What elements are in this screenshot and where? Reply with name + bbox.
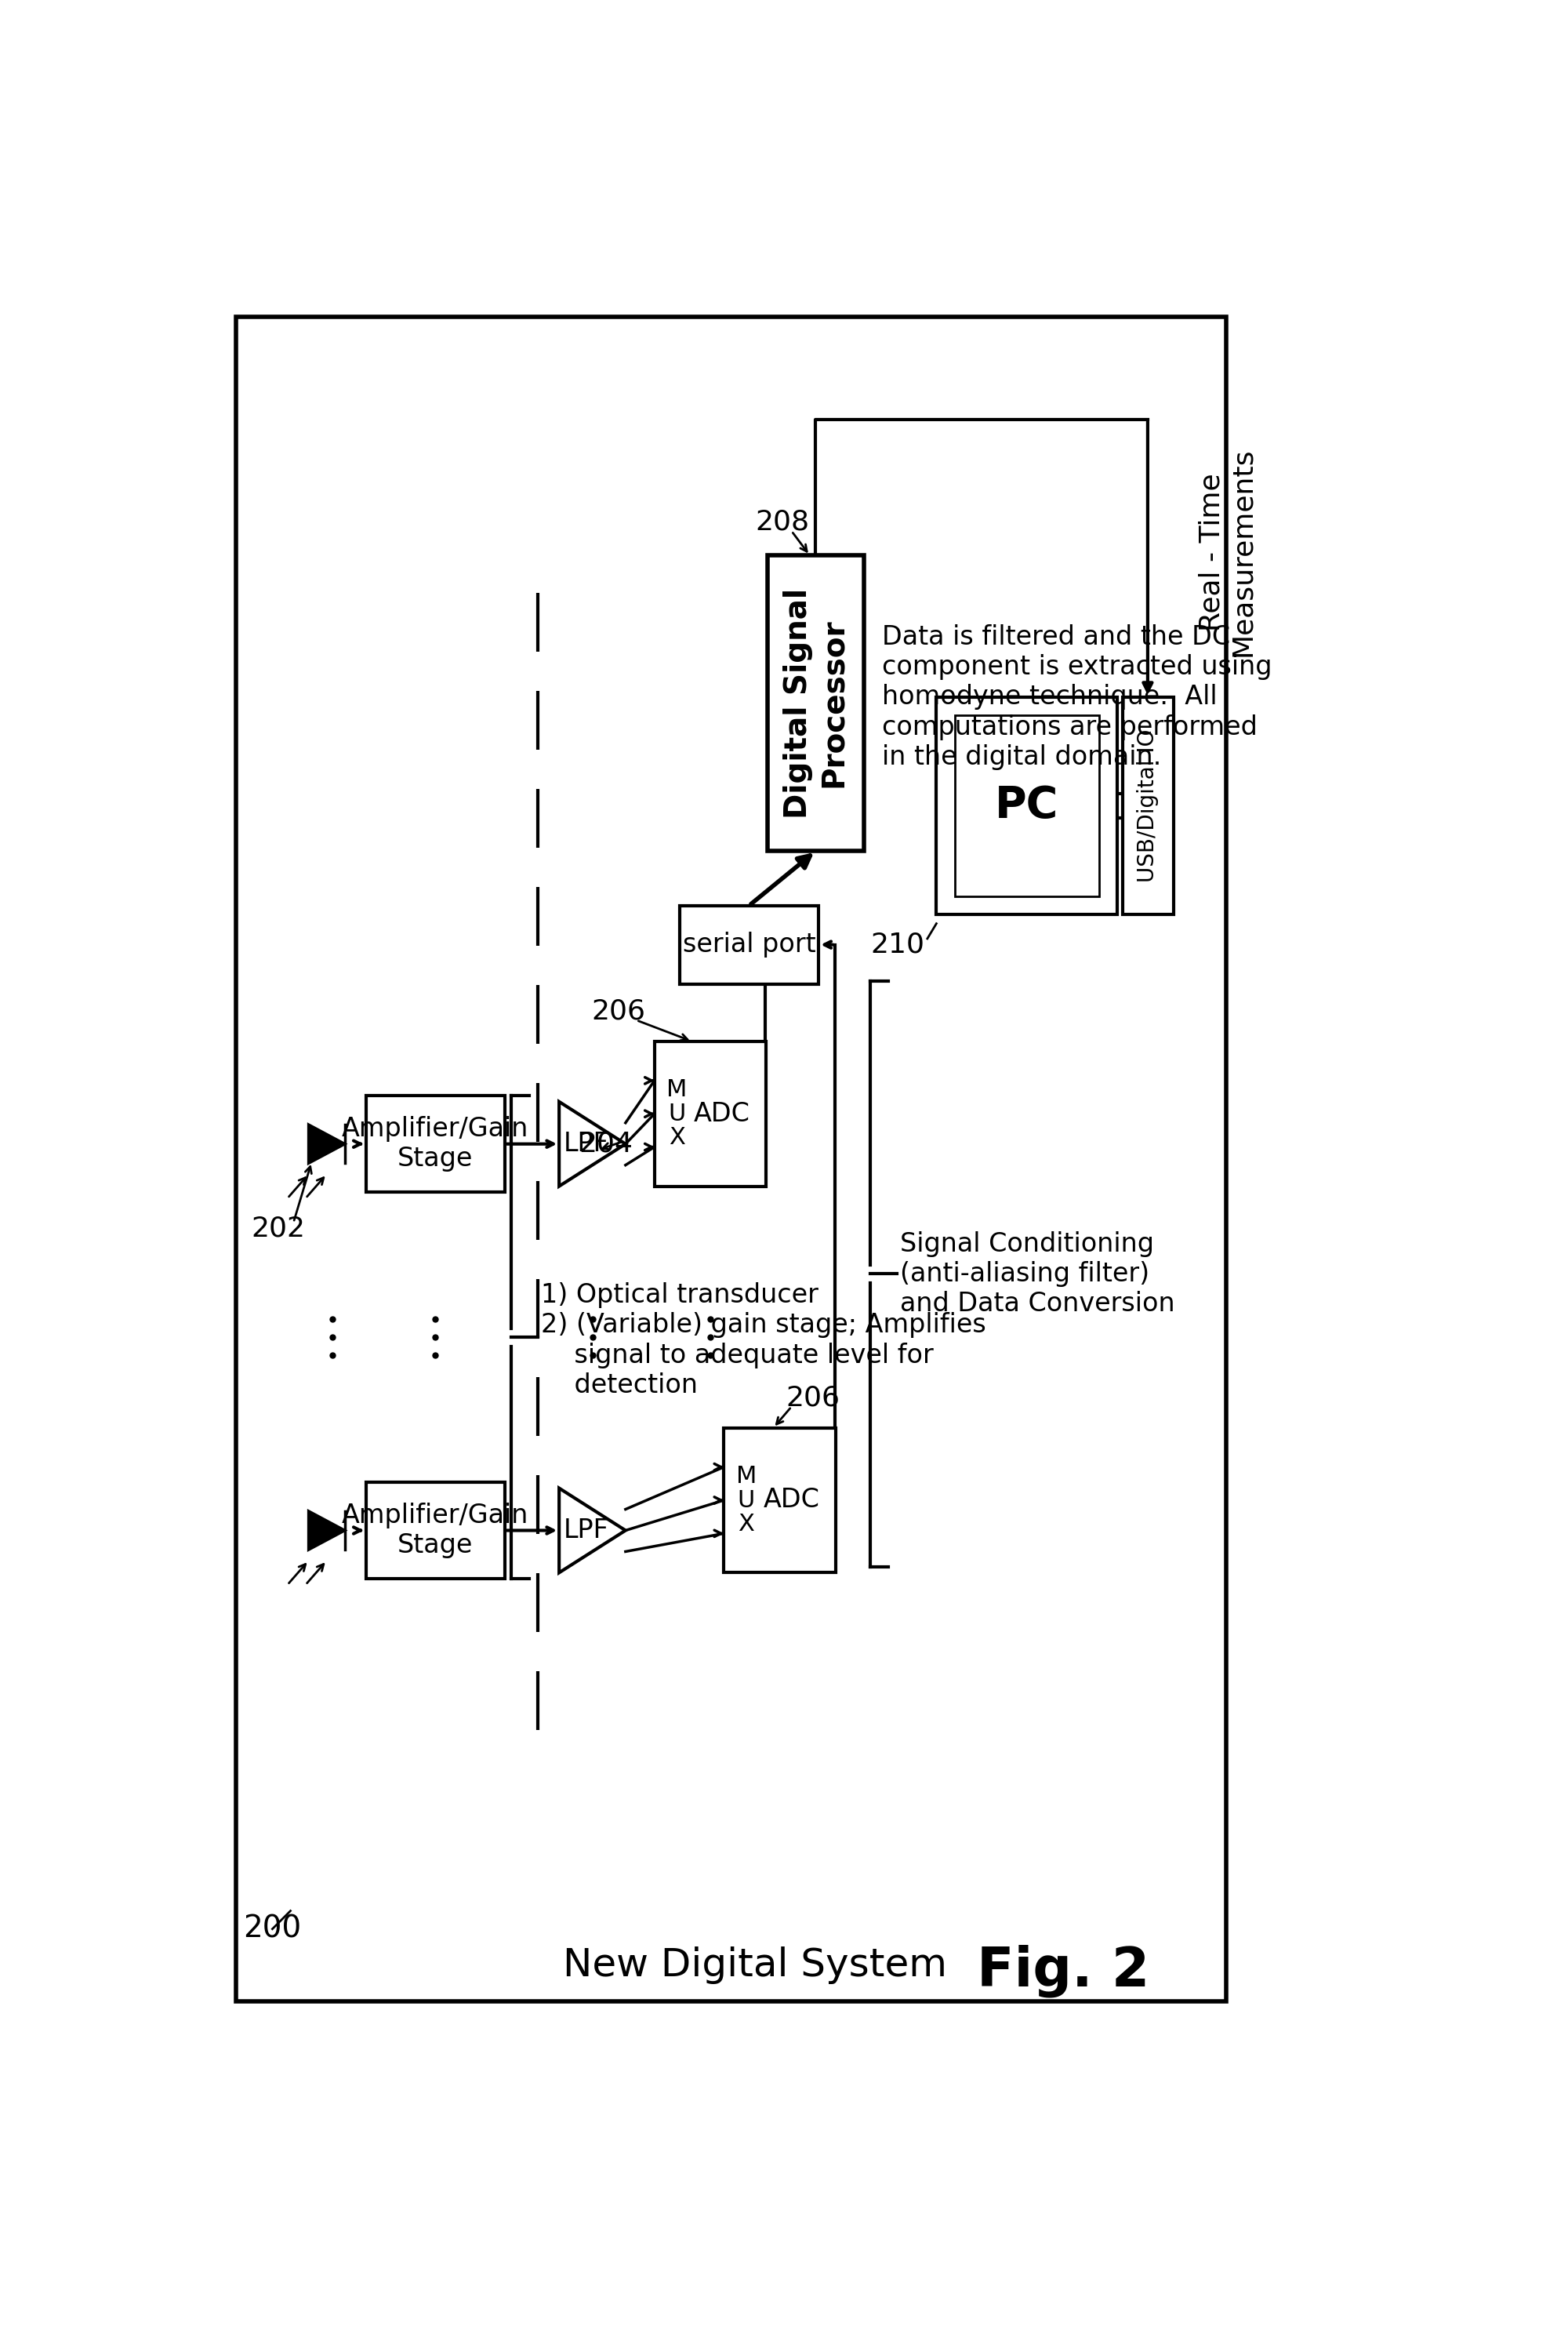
Text: New Digital System: New Digital System [563,1947,947,1984]
Text: X: X [739,1512,754,1535]
Text: 210: 210 [870,932,925,958]
Text: Fig. 2: Fig. 2 [977,1944,1149,1998]
Bar [681,904,818,984]
Text: 202: 202 [251,1215,306,1241]
Text: M: M [735,1465,757,1486]
Text: 200: 200 [243,1914,301,1944]
Text: Real - Time
Measurements: Real - Time Measurements [1198,449,1256,657]
Text: U: U [737,1489,754,1512]
Bar [936,696,1118,914]
Text: U: U [668,1103,685,1124]
Text: LPF: LPF [563,1517,608,1542]
Bar [237,318,1226,2000]
Text: Signal Conditioning
(anti-aliasing filter)
and Data Conversion: Signal Conditioning (anti-aliasing filte… [900,1232,1174,1316]
Text: 1) Optical transducer
2) (Variable) gain stage; Amplifies
    signal to adequate: 1) Optical transducer 2) (Variable) gain… [541,1283,986,1398]
Text: 204: 204 [579,1131,633,1157]
Polygon shape [309,1124,345,1164]
Bar [654,1042,767,1187]
Bar [365,1096,505,1192]
Text: Data is filtered and the DC
component is extracted using
homodyne technique.  Al: Data is filtered and the DC component is… [883,624,1272,769]
Bar [1123,696,1174,914]
Text: ADC: ADC [695,1101,750,1126]
Polygon shape [309,1512,345,1549]
Text: USB/Digital IO: USB/Digital IO [1137,729,1159,883]
Text: Amplifier/Gain
Stage: Amplifier/Gain Stage [342,1117,528,1171]
Bar [365,1482,505,1580]
Text: serial port: serial port [682,932,815,958]
Bar [955,715,1099,897]
Text: Digital Signal
Processor: Digital Signal Processor [784,589,848,818]
Text: M: M [666,1077,687,1101]
Text: ADC: ADC [764,1486,820,1512]
Text: 206: 206 [786,1384,839,1412]
Bar [724,1428,836,1573]
Text: X: X [668,1126,685,1150]
Text: 206: 206 [591,998,646,1024]
Bar [767,556,864,851]
Text: LPF: LPF [563,1131,608,1157]
Text: 208: 208 [756,509,809,535]
Text: Amplifier/Gain
Stage: Amplifier/Gain Stage [342,1503,528,1559]
Text: PC: PC [996,785,1058,827]
